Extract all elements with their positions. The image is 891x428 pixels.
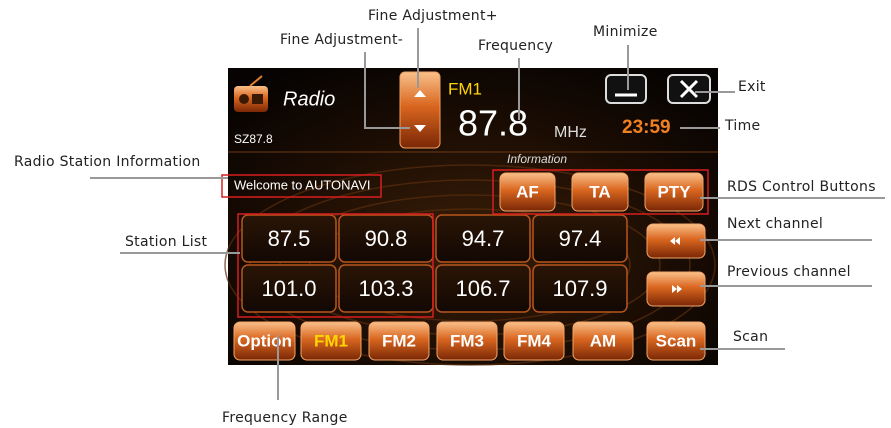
preset-button[interactable]: 87.5 bbox=[242, 215, 336, 262]
fine-adjust-button[interactable] bbox=[400, 72, 440, 148]
band-label: FM1 bbox=[448, 79, 482, 98]
annotated-radio-screen: Radio SZ87.8 FM1 87.8 MHz 23:59 Informat… bbox=[0, 0, 891, 428]
callout: Frequency bbox=[478, 38, 553, 54]
band-button-label: FM3 bbox=[450, 331, 484, 350]
frequency: 87.8 bbox=[458, 103, 528, 144]
scan-button[interactable]: Scan bbox=[647, 322, 705, 360]
option-button[interactable]: Option bbox=[234, 322, 295, 360]
preset-frequency: 103.3 bbox=[358, 276, 413, 301]
callout: Fine Adjustment+ bbox=[368, 8, 498, 24]
band-button-label: FM1 bbox=[314, 331, 348, 350]
preset-frequency: 94.7 bbox=[462, 226, 505, 251]
callout: Fine Adjustment- bbox=[280, 32, 403, 48]
callout: Scan bbox=[733, 329, 768, 345]
callout: Station List bbox=[125, 234, 208, 250]
scan-button-label: Scan bbox=[656, 331, 697, 350]
band-button[interactable]: FM2 bbox=[369, 322, 429, 360]
band-button-label: FM4 bbox=[517, 331, 552, 350]
callout: Frequency Range bbox=[222, 410, 348, 426]
preset-frequency: 101.0 bbox=[261, 276, 316, 301]
next-channel-button[interactable] bbox=[647, 224, 705, 258]
callout: RDS Control Buttons bbox=[727, 179, 876, 195]
preset-button[interactable]: 107.9 bbox=[533, 265, 627, 312]
screen-title: Radio bbox=[283, 88, 335, 110]
preset-button[interactable]: 101.0 bbox=[242, 265, 336, 312]
band-button-label: FM2 bbox=[382, 331, 416, 350]
previous-channel-button[interactable] bbox=[647, 272, 705, 306]
rds-button[interactable]: TA bbox=[572, 173, 628, 211]
band-button[interactable]: FM3 bbox=[437, 322, 497, 360]
rds-text: Welcome to AUTONAVI bbox=[234, 177, 371, 192]
rds-button-label: PTY bbox=[657, 182, 691, 201]
rds-button-label: TA bbox=[589, 182, 610, 201]
preset-button[interactable]: 97.4 bbox=[533, 215, 627, 262]
callout: Exit bbox=[738, 79, 766, 95]
band-button-label: AM bbox=[590, 331, 616, 350]
preset-button[interactable]: 94.7 bbox=[436, 215, 530, 262]
preset-button[interactable]: 90.8 bbox=[339, 215, 433, 262]
callout: Radio Station Information bbox=[14, 154, 201, 170]
callout: Time bbox=[724, 118, 760, 134]
band-button[interactable]: FM4 bbox=[504, 322, 564, 360]
preset-frequency: 97.4 bbox=[559, 226, 602, 251]
band-button[interactable]: AM bbox=[573, 322, 633, 360]
rds-button[interactable]: AF bbox=[500, 173, 555, 211]
preset-frequency: 107.9 bbox=[552, 276, 607, 301]
preset-frequency: 87.5 bbox=[268, 226, 311, 251]
time: 23:59 bbox=[622, 117, 671, 138]
station-name: SZ87.8 bbox=[234, 132, 273, 146]
rds-button[interactable]: PTY bbox=[645, 173, 703, 211]
frequency-unit: MHz bbox=[554, 124, 587, 141]
exit-button[interactable] bbox=[668, 75, 710, 103]
option-button-label: Option bbox=[237, 331, 292, 350]
preset-button[interactable]: 106.7 bbox=[436, 265, 530, 312]
preset-frequency: 90.8 bbox=[365, 226, 408, 251]
band-button[interactable]: FM1 bbox=[301, 322, 361, 360]
preset-button[interactable]: 103.3 bbox=[339, 265, 433, 312]
callout: Minimize bbox=[593, 24, 658, 40]
preset-frequency: 106.7 bbox=[455, 276, 510, 301]
callout: Previous channel bbox=[727, 264, 851, 280]
rds-button-label: AF bbox=[516, 182, 539, 201]
callout: Next channel bbox=[727, 216, 823, 232]
info-heading: Information bbox=[507, 152, 567, 166]
minimize-button[interactable] bbox=[606, 75, 646, 103]
